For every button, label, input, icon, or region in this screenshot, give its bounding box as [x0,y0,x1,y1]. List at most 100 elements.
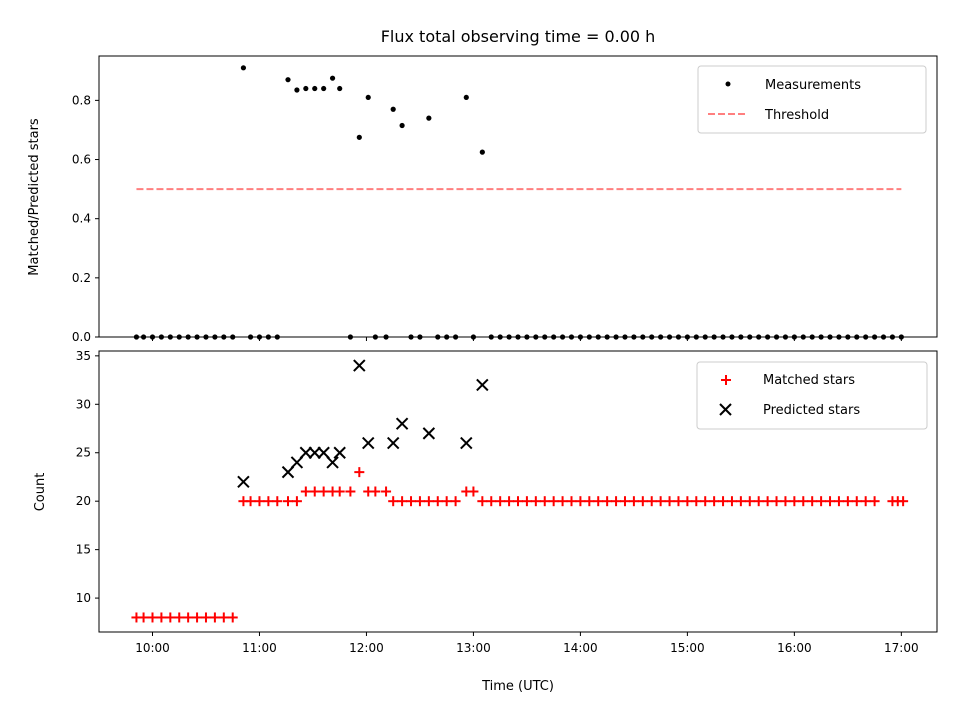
bottom-x-tick-label: 10:00 [135,641,170,655]
matched-star-point [539,496,550,507]
matched-star-point [789,496,800,507]
matched-star-point [575,496,586,507]
measurement-point [329,75,336,81]
matched-star-point [673,496,684,507]
matched-star-point [318,486,329,497]
bottom-y-tick-label: 10 [76,591,91,605]
measurement-point [303,85,309,92]
measurement-point [426,115,432,121]
matched-star-point [726,496,737,507]
bottom-x-tick-label: 14:00 [563,641,598,655]
predicted-star-point [333,446,346,459]
matched-star-point [450,496,461,507]
matched-star-point [486,496,497,507]
predicted-star-point [317,446,330,459]
predicted-star-point [386,436,400,450]
predicted-star-point [299,446,313,459]
matched-star-point [637,496,648,507]
bottom-x-tick-label: 17:00 [884,641,919,655]
matched-star-point [263,496,274,507]
top-panel: 0.00.20.40.60.8 Matched/Predicted stars … [27,55,938,344]
matched-star-point [300,486,311,497]
measurement-point [365,94,371,101]
bottom-x-tick-label: 13:00 [456,641,491,655]
bottom-y-tick-label: 20 [76,494,91,508]
matched-star-point [354,467,365,478]
legend-threshold-label: Threshold [764,108,829,123]
measurement-point [399,122,405,129]
matched-star-point [898,496,909,507]
matched-star-point [254,496,265,507]
matched-star-point [414,496,425,507]
matched-star-point [530,496,541,507]
matched-star-point [174,612,185,623]
bottom-y-tick-label: 25 [76,446,91,460]
matched-star-point [735,496,746,507]
matched-star-point [842,496,853,507]
bottom-axes-frame [98,350,938,633]
matched-star-point [700,496,711,507]
matched-star-point [619,496,630,507]
matched-star-point [468,486,479,497]
top-y-tick-label: 0.2 [72,271,91,285]
x-axis-label: Time (UTC) [481,679,554,694]
measurement-point [321,85,327,92]
predicted-star-point [422,427,436,440]
top-y-tick-label: 0.8 [72,93,91,107]
matched-star-point [272,496,283,507]
measurement-point [240,65,247,71]
bottom-y-ticks: 10 15 20 25 30 35 [76,349,99,605]
matched-star-point [521,496,532,507]
matched-star-point [816,496,827,507]
predicted-star-point [353,359,366,372]
measurement-point [294,87,300,93]
matched-star-point [682,496,693,507]
predicted-star-point [308,446,321,459]
matched-star-point [860,496,871,507]
matched-star-point [345,486,356,497]
predicted-star-point [460,436,473,450]
matched-star-point [566,496,577,507]
matched-star-point [441,496,452,507]
legend-measurements-marker [725,81,731,87]
top-legend-box [697,65,927,134]
matched-star-point [753,496,764,507]
matched-star-point [504,496,515,507]
matched-star-point [744,496,755,507]
matched-star-point [423,496,434,507]
matched-star-point [513,496,523,507]
bottom-y-axis-label: Count [33,473,48,512]
matched-star-point [709,496,720,507]
matched-star-point [691,496,702,507]
matched-star-point [309,486,320,497]
bottom-plot-marks [131,359,909,623]
matched-star-point [495,496,506,507]
bottom-x-tick-label: 15:00 [670,641,705,655]
top-legend: Measurements Threshold [697,65,927,134]
top-y-axis-label: Matched/Predicted stars [27,118,42,276]
matched-star-point [825,496,836,507]
matched-star-point [807,496,818,507]
measurement-point [463,94,469,101]
matched-star-point [664,496,675,507]
top-axes-frame [98,55,938,338]
matched-star-point [209,612,220,623]
matched-star-point [192,612,203,623]
top-y-tick-label: 0.0 [72,330,91,344]
measurement-point [390,106,396,112]
matched-star-point [869,496,880,507]
matched-star-point [557,496,568,507]
predicted-star-point [290,456,304,469]
matched-star-point [200,612,211,623]
matched-star-point [218,612,229,623]
matched-star-point [646,496,657,507]
measurement-point [312,85,318,92]
matched-star-point [584,496,595,507]
predicted-star-point [281,465,295,479]
bottom-x-tick-label: 16:00 [777,641,812,655]
matched-star-point [370,486,381,497]
matched-star-point [780,496,791,507]
measurement-point [285,77,291,83]
measurement-point [356,134,362,140]
